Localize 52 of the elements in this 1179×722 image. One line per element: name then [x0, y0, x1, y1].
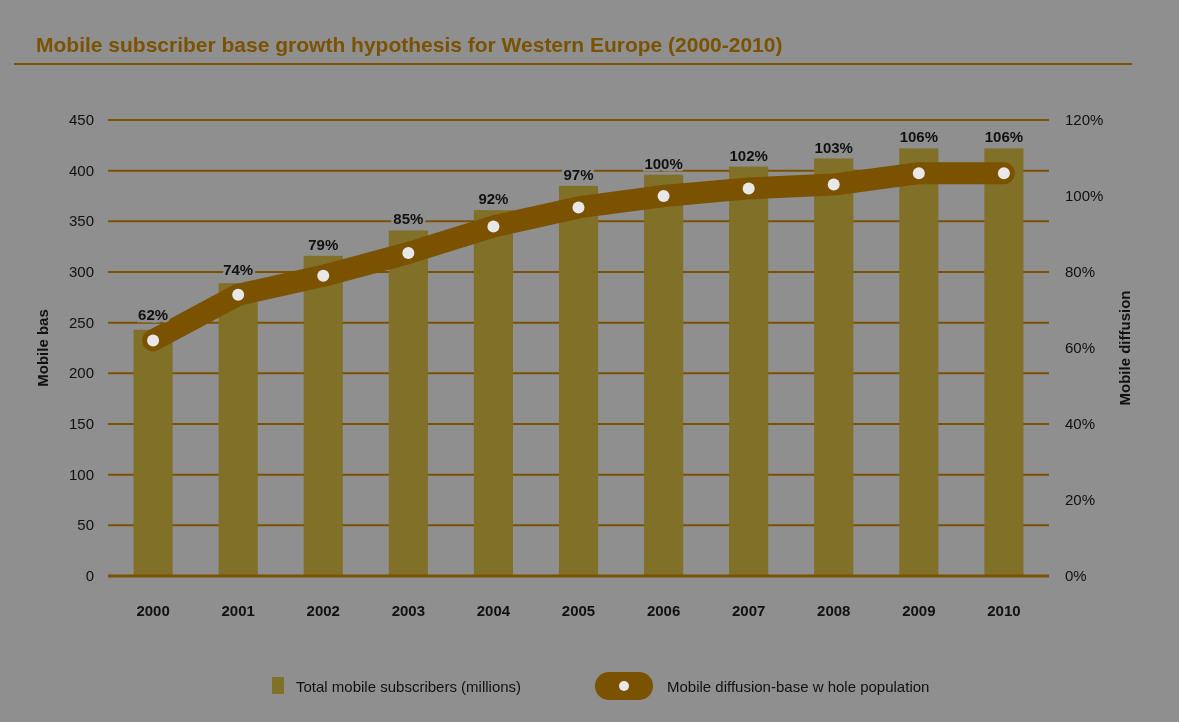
y-tick-label: 300 [68, 263, 94, 280]
bar [644, 174, 684, 576]
x-tick-label: 2002 [306, 602, 340, 619]
chart-title: Mobile subscriber base growth hypothesis for Western Europe (2000-2010) [36, 33, 783, 56]
data-label: 106% [984, 128, 1024, 146]
bar [133, 329, 173, 576]
x-tick-label: 2006 [646, 602, 681, 619]
y-axis-title: Mobile bas [34, 309, 51, 387]
y-tick-label: 350 [68, 212, 94, 230]
y2-tick-label: 0% [1065, 567, 1087, 584]
x-tick-label: 2007 [731, 602, 766, 619]
x-tick-label: 2008 [817, 602, 851, 619]
x-tick-label: 2001 [221, 602, 255, 619]
bar [303, 255, 343, 576]
x-tick-label: 2009 [902, 602, 936, 619]
bar [729, 166, 769, 576]
y2-tick-label: 120% [1065, 111, 1104, 128]
data-label: 103% [814, 138, 853, 156]
legend-label: Total mobile subscribers (millions) [296, 678, 522, 695]
bar [388, 230, 428, 576]
x-tick-label: 2003 [391, 602, 426, 619]
data-label: 106% [899, 128, 939, 146]
y2-tick-label: 60% [1065, 339, 1096, 356]
y-tick-label: 250 [68, 313, 94, 331]
x-tick-label: 2000 [136, 602, 170, 619]
legend-label: Mobile diffusion-base w hole population [667, 678, 930, 695]
data-label: 62% [138, 306, 169, 324]
data-label: 102% [729, 146, 768, 164]
bar [814, 158, 854, 576]
data-label: 92% [478, 190, 509, 208]
y-tick-label: 50 [77, 516, 94, 534]
bar [473, 210, 513, 576]
x-tick-label: 2010 [987, 602, 1021, 619]
bar [218, 283, 258, 576]
x-tick-label: 2005 [561, 602, 596, 619]
y2-tick-label: 40% [1065, 415, 1096, 432]
y-tick-label: 150 [68, 415, 94, 432]
y-tick-label: 400 [68, 161, 94, 179]
y2-axis-title: Mobile diffusion [1116, 290, 1133, 406]
bar [899, 148, 939, 576]
y-tick-label: 450 [68, 111, 94, 128]
y2-tick-label: 80% [1065, 263, 1096, 280]
x-tick-label: 2004 [476, 602, 511, 619]
y-tick-label: 200 [68, 364, 94, 382]
data-label: 79% [308, 235, 339, 253]
y-tick-label: 0 [85, 567, 94, 584]
bar [558, 185, 599, 576]
y2-tick-label: 100% [1065, 187, 1104, 204]
bar [984, 148, 1024, 576]
y2-tick-label: 20% [1065, 491, 1096, 508]
data-label: 100% [644, 154, 683, 172]
y-tick-label: 100 [68, 465, 94, 483]
